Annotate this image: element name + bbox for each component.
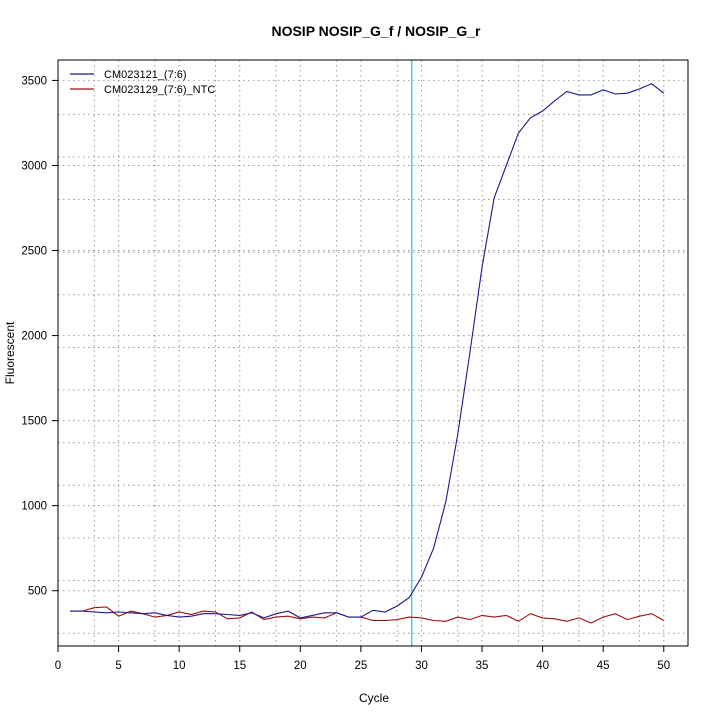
x-tick-label: 15: [233, 660, 246, 672]
grid: [57, 60, 688, 646]
x-tick-label: 45: [597, 660, 610, 672]
series-line-0: [70, 83, 665, 619]
legend-label: CM023129_(7:6)_NTC: [104, 84, 215, 96]
x-axis: 0 5 10 15 20 25 30 35 40 45 50: [55, 646, 670, 672]
x-axis-label: Cycle: [359, 691, 389, 705]
x-tick-label: 30: [415, 660, 428, 672]
x-tick-label: 10: [173, 660, 186, 672]
chart-title: NOSIP NOSIP_G_f / NOSIP_G_r: [271, 23, 481, 39]
y-tick-label: 3500: [21, 75, 47, 87]
series-group: [70, 83, 665, 624]
x-tick-label: 0: [55, 660, 61, 672]
y-tick-label: 1000: [21, 501, 47, 513]
y-tick-label: 500: [28, 586, 47, 598]
plot-frame: [57, 59, 689, 647]
legend: CM023121_(7:6) CM023129_(7:6)_NTC: [70, 69, 215, 96]
y-tick-label: 2500: [21, 246, 47, 258]
x-tick-label: 35: [476, 660, 489, 672]
x-tick-label: 25: [354, 660, 367, 672]
series-line-1: [70, 606, 665, 624]
x-tick-label: 20: [294, 660, 307, 672]
legend-label: CM023121_(7:6): [104, 69, 187, 81]
y-axis: 500 1000 1500 2000 2500 3000 3500: [21, 75, 58, 598]
y-tick-label: 3000: [21, 160, 47, 172]
y-axis-label: Fluorescent: [3, 321, 17, 384]
x-tick-label: 40: [536, 660, 549, 672]
x-tick-label: 5: [115, 660, 121, 672]
y-tick-label: 2000: [21, 331, 47, 343]
y-tick-label: 1500: [21, 416, 47, 428]
x-tick-label: 50: [657, 660, 670, 672]
